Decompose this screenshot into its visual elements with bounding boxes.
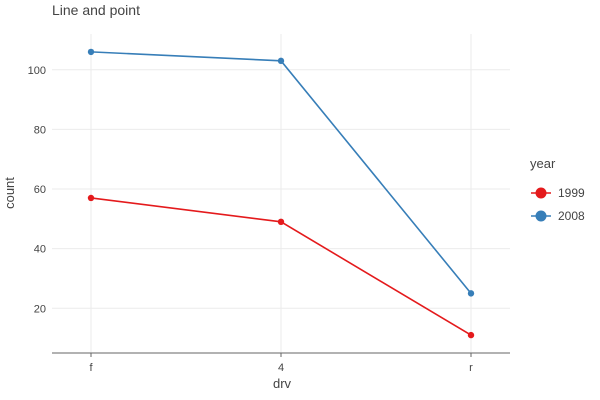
y-tick-label: 20 (34, 303, 46, 315)
data-point-2008 (467, 290, 475, 297)
data-point-1999 (277, 218, 285, 226)
data-point-2008 (87, 48, 95, 56)
axes-layer: f 4 r 20 40 60 80 100 (28, 65, 510, 374)
y-tick-label: 80 (34, 124, 46, 136)
y-tick-label: 60 (34, 184, 46, 196)
legend: year 1999 2008 (530, 156, 585, 223)
series-layer (87, 48, 475, 339)
y-tick-label: 40 (34, 244, 46, 256)
legend-title: year (530, 156, 556, 171)
x-tick-label: r (469, 362, 473, 374)
data-point-2008 (277, 57, 285, 65)
y-axis-title: count (2, 177, 17, 209)
legend-swatch-point (535, 210, 547, 222)
y-tick-label: 100 (28, 65, 46, 77)
x-axis-title: drv (273, 376, 292, 391)
data-point-1999 (467, 331, 475, 339)
x-tick-label: f (89, 362, 93, 374)
chart-title: Line and point (52, 2, 140, 18)
grid-layer (52, 34, 510, 353)
legend-label: 1999 (558, 186, 585, 200)
legend-label: 2008 (558, 209, 585, 223)
legend-swatch-point (535, 187, 547, 199)
data-point-1999 (87, 194, 95, 202)
x-tick-label: 4 (278, 362, 284, 374)
